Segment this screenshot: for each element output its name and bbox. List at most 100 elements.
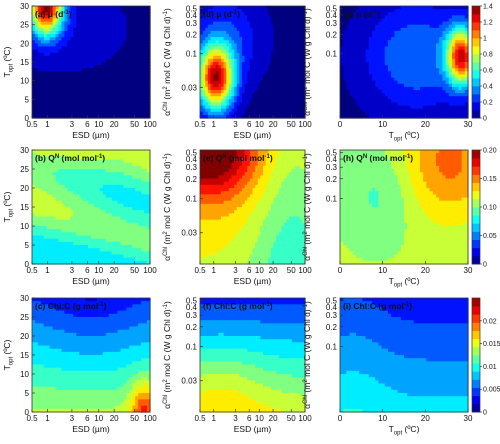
heat-cell	[61, 213, 66, 218]
heat-cell	[88, 43, 92, 48]
heat-cell	[265, 111, 269, 116]
heat-cell	[255, 30, 259, 35]
heat-cell	[452, 55, 456, 60]
heat-cell	[85, 27, 89, 32]
heat-cell	[105, 99, 110, 104]
heat-cell	[445, 77, 450, 82]
heat-cell	[375, 27, 379, 32]
heat-cell	[391, 15, 395, 20]
heat-cell	[413, 68, 418, 72]
heat-cell	[73, 6, 77, 10]
heat-cell	[384, 86, 389, 91]
heat-cell	[257, 74, 261, 79]
heat-cell	[49, 77, 54, 82]
heat-cell	[82, 71, 86, 76]
heat-cell	[205, 46, 209, 51]
heat-cell	[64, 114, 68, 119]
heat-cell	[228, 49, 233, 54]
heat-cell	[52, 200, 57, 205]
heat-cell	[120, 96, 125, 100]
heat-cell	[67, 241, 71, 246]
heat-cell	[43, 93, 48, 97]
x-tick-label: 6	[85, 120, 90, 129]
heat-cell	[32, 210, 36, 214]
heat-cell	[114, 15, 119, 20]
heat-cell	[129, 65, 133, 69]
heat-cell	[123, 105, 127, 110]
heat-cell	[218, 46, 222, 51]
heat-cell	[252, 93, 256, 97]
heat-cell	[210, 71, 214, 76]
heat-cell	[205, 77, 209, 82]
heat-cell	[135, 68, 139, 72]
heat-cell	[239, 55, 243, 60]
heat-cell	[432, 80, 437, 85]
heat-cell	[252, 52, 256, 57]
heat-cell	[426, 90, 431, 94]
heat-cell	[416, 24, 421, 29]
heat-cell	[464, 86, 469, 91]
heat-cell	[410, 30, 415, 35]
heat-cell	[34, 203, 39, 208]
heat-cell	[70, 6, 74, 10]
heat-cell	[458, 58, 463, 63]
heat-cell	[108, 43, 113, 48]
heat-cell	[40, 150, 45, 154]
heat-cell	[67, 71, 71, 76]
heat-cell	[99, 49, 104, 54]
heat-cell	[67, 58, 71, 63]
heat-cell	[61, 24, 66, 29]
heat-cell	[144, 27, 148, 32]
heat-cell	[365, 105, 370, 110]
heat-cell	[436, 15, 440, 20]
heat-cell	[276, 40, 280, 44]
heat-cell	[378, 24, 383, 29]
heat-cell	[302, 105, 306, 110]
heat-cell	[349, 46, 354, 51]
heat-cell	[210, 68, 214, 72]
heat-cell	[120, 46, 125, 51]
heat-cell	[423, 21, 427, 26]
heat-cell	[278, 90, 282, 94]
y-tick-label: 10	[20, 77, 29, 86]
heat-cell	[93, 86, 98, 91]
heat-cell	[43, 15, 48, 20]
heat-cell	[445, 15, 450, 20]
heat-cell	[291, 6, 296, 10]
heat-cell	[226, 80, 230, 85]
y-tick-label: 20	[20, 39, 29, 48]
heat-cell	[375, 90, 379, 94]
heat-cell	[297, 27, 301, 32]
heat-cell	[448, 15, 453, 20]
heat-cell	[268, 96, 272, 100]
heat-cell	[58, 68, 63, 72]
heat-cell	[67, 254, 71, 259]
heat-cell	[404, 15, 408, 20]
heat-cell	[70, 108, 74, 113]
heat-cell	[439, 102, 443, 107]
heat-cell	[372, 114, 376, 119]
heat-cell	[228, 111, 233, 116]
heat-cell	[73, 216, 77, 221]
heat-cell	[223, 71, 227, 76]
heat-cell	[416, 46, 421, 51]
heat-cell	[32, 74, 36, 79]
heat-cell	[207, 55, 212, 60]
heat-cell	[226, 21, 230, 26]
heat-cell	[96, 21, 101, 26]
heat-cell	[426, 114, 431, 119]
heat-cell	[458, 15, 463, 20]
heat-cell	[375, 102, 379, 107]
heat-cell	[281, 34, 285, 38]
heat-cell	[96, 40, 101, 44]
heat-cell	[439, 43, 443, 48]
heat-cell	[52, 219, 57, 224]
heat-cell	[73, 55, 77, 60]
heat-cell	[273, 74, 277, 79]
heat-cell	[120, 114, 125, 119]
heat-cell	[215, 105, 219, 110]
heat-cell	[260, 77, 264, 82]
heat-cell	[278, 30, 282, 35]
heat-cell	[426, 27, 431, 32]
heat-cell	[404, 111, 408, 116]
